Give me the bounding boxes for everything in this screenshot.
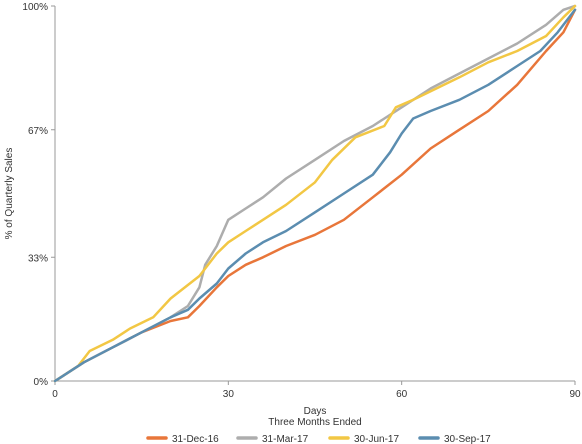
x-tick-label: 60 <box>396 389 408 400</box>
y-axis-label: % of Quarterly Sales <box>4 148 15 240</box>
chart-axes: 0% 33% 67% 100% 0 30 60 90 <box>22 2 581 400</box>
chart-lines <box>53 4 577 383</box>
legend-label: 31-Mar-17 <box>262 434 309 444</box>
y-tick-label: 100% <box>22 2 48 13</box>
legend-label: 31-Dec-16 <box>172 434 219 444</box>
x-axis-label-line2: Three Months Ended <box>268 417 361 428</box>
y-tick-label: 0% <box>34 377 49 388</box>
x-tick-label: 90 <box>569 389 581 400</box>
series-line-31-mar-17 <box>53 4 577 383</box>
x-tick-label: 0 <box>52 389 58 400</box>
legend-label: 30-Sep-17 <box>444 434 491 444</box>
legend-label: 30-Jun-17 <box>354 434 399 444</box>
y-tick-label: 67% <box>28 126 48 137</box>
x-tick-label: 30 <box>223 389 235 400</box>
series-line-31-dec-16 <box>53 8 577 383</box>
series-line-30-sep-17 <box>53 8 577 383</box>
chart-legend: 31-Dec-16 31-Mar-17 30-Jun-17 30-Sep-17 <box>146 434 491 444</box>
x-axis-label-line1: Days <box>304 406 327 417</box>
y-tick-label: 33% <box>28 253 48 264</box>
series-line-30-jun-17 <box>53 4 577 383</box>
